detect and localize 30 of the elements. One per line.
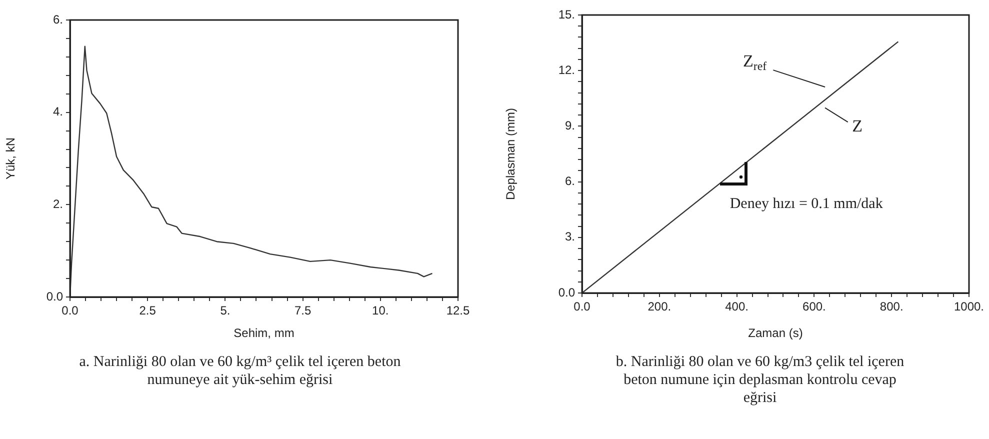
y-tick-label: 15. (558, 7, 575, 22)
x-tick-label: 200. (648, 300, 672, 314)
x-tick-label: 12.5 (446, 304, 470, 318)
x-tick-label: 600. (802, 300, 826, 314)
x-tick-label: 10. (372, 304, 389, 318)
y-tick-label: 2. (52, 196, 63, 211)
x-tick-label: 1000. (954, 300, 984, 314)
text: a. Narinliği 80 olan ve 60 kg/m³ çelik tel içeren beton numuneye ait yük-sehim eğrisi (78, 353, 402, 389)
y-tick-label: 3. (564, 230, 575, 244)
x-axis-title: Zaman (s) (748, 326, 803, 340)
y-axis-title: Deplasman (mm) (504, 108, 518, 200)
y-tick-label: 0.0 (558, 285, 576, 300)
text: b. Narinliği 80 olan ve 60 kg/m3 çelik tel içeren beton numune için deplasman kontrolu cevap eğrisi (614, 353, 906, 407)
y-tick-label: 6. (52, 12, 63, 26)
y-tick-label: 4. (52, 104, 63, 119)
x-tick-label: 0.0 (574, 300, 591, 314)
y-tick-label: 12. (558, 62, 575, 77)
y-tick-label: 9. (564, 118, 575, 133)
annotation: Z (852, 116, 863, 136)
x-tick-label: 800. (880, 300, 904, 314)
y-tick-label: 6. (564, 174, 575, 188)
annotation: Deney hızı = 0.1 mm/dak (730, 196, 884, 212)
x-tick-label: 0.0 (62, 304, 79, 318)
x-tick-label: 2.5 (139, 304, 156, 318)
x-tick-label: 7.5 (294, 304, 312, 318)
y-tick-label: 0.0 (46, 289, 64, 304)
x-tick-label: 400. (725, 300, 748, 314)
x-axis-title: Sehim, mm (234, 326, 294, 340)
y-axis-title: Yük, kN (4, 137, 18, 180)
x-tick-label: 5. (220, 304, 230, 318)
